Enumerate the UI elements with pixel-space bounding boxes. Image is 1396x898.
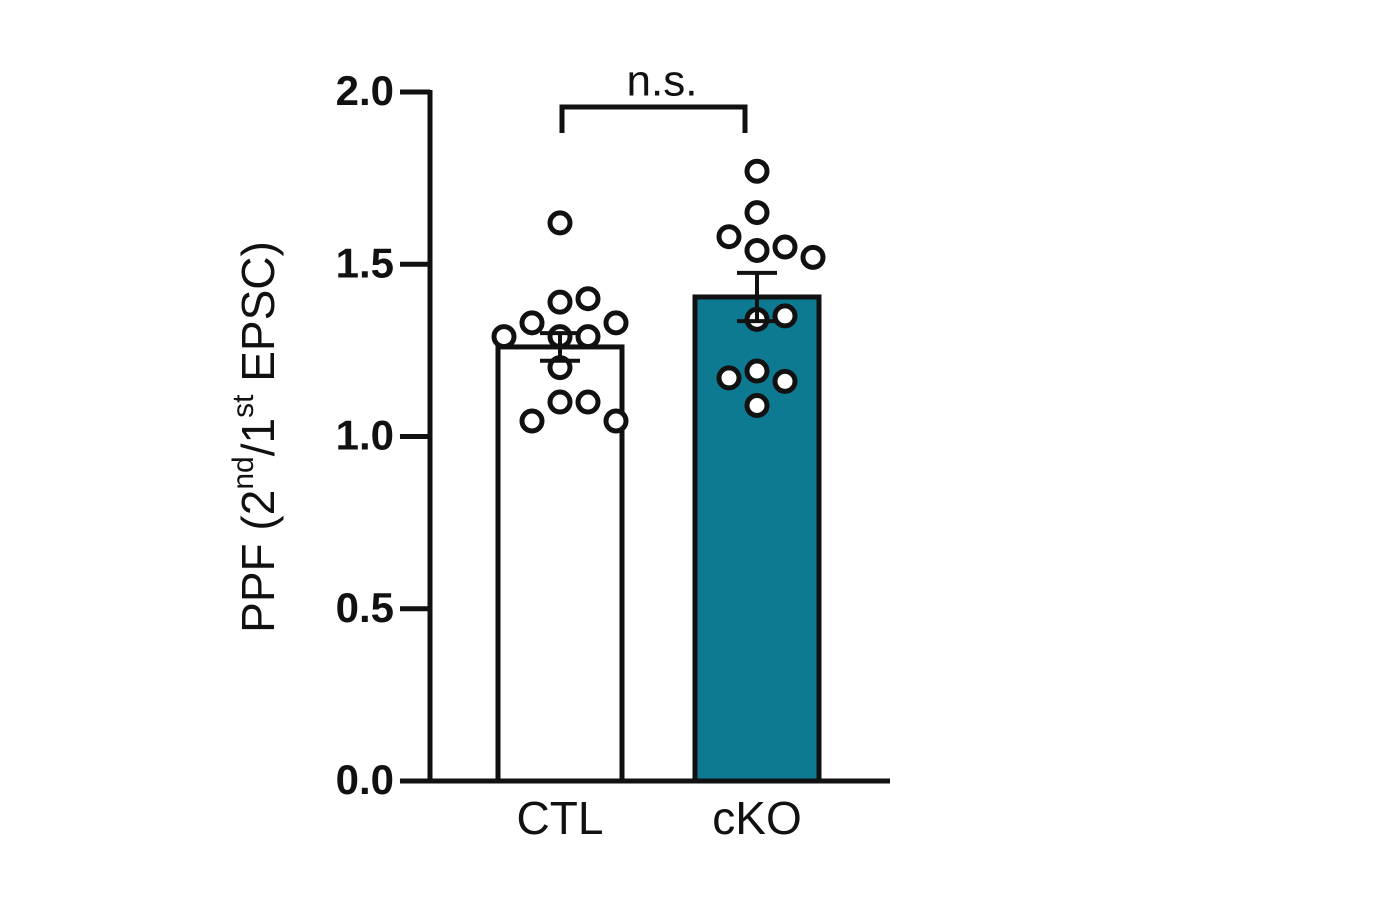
data-point — [603, 408, 629, 434]
x-tick-label: cKO — [712, 792, 801, 844]
y-axis-label-part: st — [227, 394, 260, 418]
data-point — [772, 234, 798, 260]
x-tick-label: CTL — [517, 792, 604, 844]
data-point — [547, 289, 573, 315]
data-point — [716, 224, 742, 250]
data-point — [575, 286, 601, 312]
data-point — [744, 237, 770, 263]
bar — [495, 344, 625, 784]
y-tick-label: 0.0 — [336, 756, 394, 803]
data-point — [547, 389, 573, 415]
data-point — [744, 358, 770, 384]
data-point — [547, 210, 573, 236]
y-tick-label: 1.0 — [336, 412, 394, 459]
data-point — [519, 408, 545, 434]
data-point — [575, 389, 601, 415]
data-point — [800, 244, 826, 270]
y-axis-label-part: nd — [227, 456, 260, 489]
error-bar — [540, 331, 580, 363]
data-point — [603, 310, 629, 336]
error-bar — [737, 270, 777, 324]
y-axis-label-part: /1 — [232, 418, 284, 456]
significance-bracket — [559, 104, 748, 133]
data-point — [772, 303, 798, 329]
y-tick-label: 1.5 — [336, 239, 394, 286]
data-point — [716, 365, 742, 391]
data-point — [491, 324, 517, 350]
y-axis-label-part: EPSC) — [232, 241, 284, 394]
y-tick-label: 0.5 — [336, 584, 394, 631]
y-axis-label: PPF (2nd/1st EPSC) — [227, 241, 284, 633]
data-point — [744, 392, 770, 418]
data-point — [744, 200, 770, 226]
data-point — [772, 368, 798, 394]
y-tick-label: 2.0 — [336, 67, 394, 114]
data-point — [519, 310, 545, 336]
data-point — [575, 324, 601, 350]
y-axis-label-part: PPF (2 — [232, 490, 284, 633]
data-point — [744, 158, 770, 184]
significance-label: n.s. — [627, 57, 698, 106]
